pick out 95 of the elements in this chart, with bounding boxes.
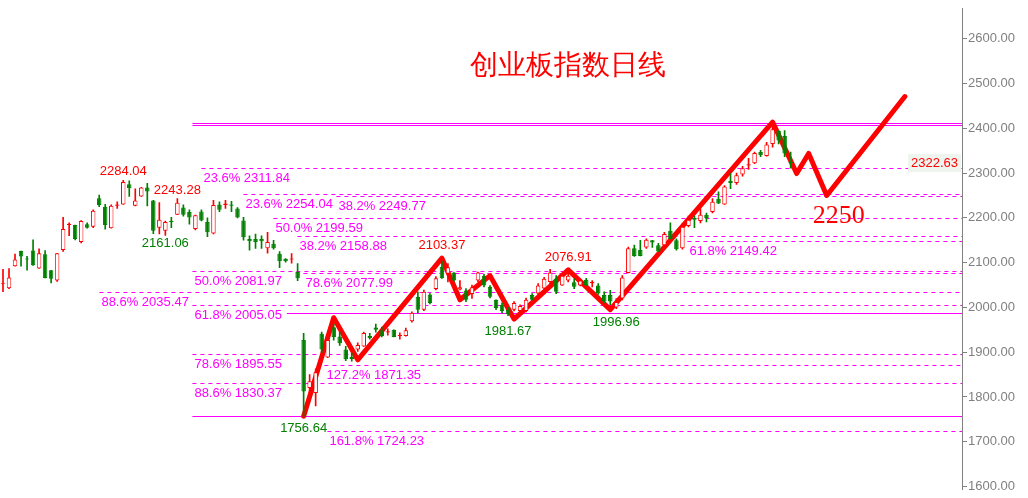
- candlestick: [205, 217, 210, 238]
- ref-line-label: 23.6% 2254.04: [245, 195, 333, 211]
- annotation: 2322.63: [911, 154, 958, 170]
- candlestick: [656, 243, 661, 252]
- ref-line-label: 61.8% 2005.05: [194, 306, 282, 322]
- candlestick: [674, 238, 679, 251]
- candlestick: [782, 130, 787, 157]
- y-tick-label: 2000.00: [968, 299, 1015, 315]
- candlestick: [139, 187, 144, 197]
- candlestick: [295, 263, 300, 281]
- candlestick: [151, 200, 156, 234]
- y-tick-label: 2200.00: [968, 209, 1015, 225]
- candlestick: [193, 214, 198, 231]
- candlestick: [644, 238, 649, 249]
- candlestick: [764, 141, 769, 157]
- ref-line-label: 23.6% 2311.84: [203, 169, 290, 185]
- candlestick: [734, 172, 739, 185]
- candlestick: [716, 191, 721, 204]
- candlestick: [620, 275, 625, 301]
- candlestick: [265, 231, 270, 254]
- ref-line-label: 38.2% 2249.77: [338, 197, 426, 213]
- candlestick: [121, 179, 126, 205]
- annotation: 1981.67: [484, 323, 532, 339]
- candlestick: [698, 208, 703, 224]
- candlestick: [199, 209, 204, 222]
- candlestick: [313, 368, 318, 407]
- candlestick: [686, 215, 691, 228]
- annotation: 2284.04: [99, 163, 147, 179]
- candlestick: [145, 183, 150, 207]
- candlestick: [740, 166, 745, 177]
- candlestick: [307, 374, 312, 402]
- candlestick: [776, 130, 781, 145]
- annotation: 2076.91: [544, 248, 592, 264]
- candlestick: [343, 346, 348, 362]
- candlestick: [355, 342, 360, 352]
- ref-line-label: 38.2% 2158.88: [299, 237, 387, 253]
- candlestick: [217, 201, 222, 212]
- annotation: 2243.28: [153, 181, 201, 197]
- ref-line-label: 88.6% 2035.47: [101, 293, 189, 309]
- candlestick: [337, 331, 342, 346]
- candlestick: [271, 239, 276, 250]
- ref-line-label: 50.0% 2199.59: [275, 219, 363, 235]
- ref-line-label: 127.2% 1871.35: [326, 366, 422, 382]
- y-tick-label: 2100.00: [968, 254, 1015, 270]
- candlestick: [608, 290, 613, 306]
- y-tick-label: 1800.00: [968, 388, 1015, 404]
- candlestick: [331, 323, 336, 341]
- y-tick-label: 2400.00: [968, 119, 1015, 135]
- y-tick-label: 2500.00: [968, 75, 1015, 91]
- annotation: 2161.06: [141, 235, 189, 251]
- annotation: 1996.96: [592, 313, 640, 329]
- candlestick: [301, 333, 306, 417]
- candlestick: [187, 209, 192, 225]
- candlestick: [595, 283, 601, 295]
- y-tick-label: 2300.00: [968, 164, 1015, 180]
- candlestick: [127, 180, 132, 197]
- y-tick-label: 1600.00: [968, 478, 1015, 494]
- y-tick-label: 1700.00: [968, 433, 1015, 449]
- ref-line-label: 50.0% 2081.97: [194, 272, 282, 288]
- candlestick: [638, 239, 643, 257]
- candlestick: [614, 298, 619, 310]
- candlestick: [235, 207, 240, 219]
- candlestick: [163, 220, 168, 236]
- candlestick: [704, 212, 709, 223]
- candlestick: [325, 337, 330, 358]
- candlestick: [662, 231, 667, 246]
- text: 创业板指数日线: [470, 47, 666, 83]
- y-tick-label: 2600.00: [968, 30, 1015, 46]
- candlestick: [211, 200, 216, 235]
- candlestick: [668, 222, 673, 240]
- candlestick: [758, 149, 763, 157]
- candlestick: [710, 198, 715, 214]
- annotation: 1756.64: [280, 420, 328, 436]
- candlestick: [133, 188, 138, 207]
- candlestick: [181, 204, 186, 217]
- candlestick: [602, 291, 607, 304]
- ref-line-label: 78.6% 2077.99: [305, 274, 393, 290]
- candlestick: [253, 233, 258, 249]
- candlestick: [752, 151, 757, 165]
- candlestick: [626, 246, 631, 274]
- annotation: 2250: [812, 200, 865, 230]
- candlestick: [632, 244, 637, 257]
- annotation: 2103.37: [418, 237, 466, 253]
- candlestick: [157, 202, 162, 235]
- ref-line-label: 88.6% 1830.37: [194, 384, 282, 400]
- candlestick: [241, 217, 246, 241]
- y-tick-label: 1900.00: [968, 343, 1015, 359]
- ref-line-label: 78.6% 1895.55: [194, 355, 282, 371]
- ref-line-label: 61.8% 2149.42: [689, 242, 777, 258]
- candlestick: [175, 198, 180, 216]
- ref-line-label: 161.8% 1724.23: [329, 432, 425, 448]
- candlestick: [277, 251, 282, 268]
- candlestick: [722, 185, 727, 205]
- candlestick: [680, 223, 685, 250]
- candlestick: [319, 331, 324, 353]
